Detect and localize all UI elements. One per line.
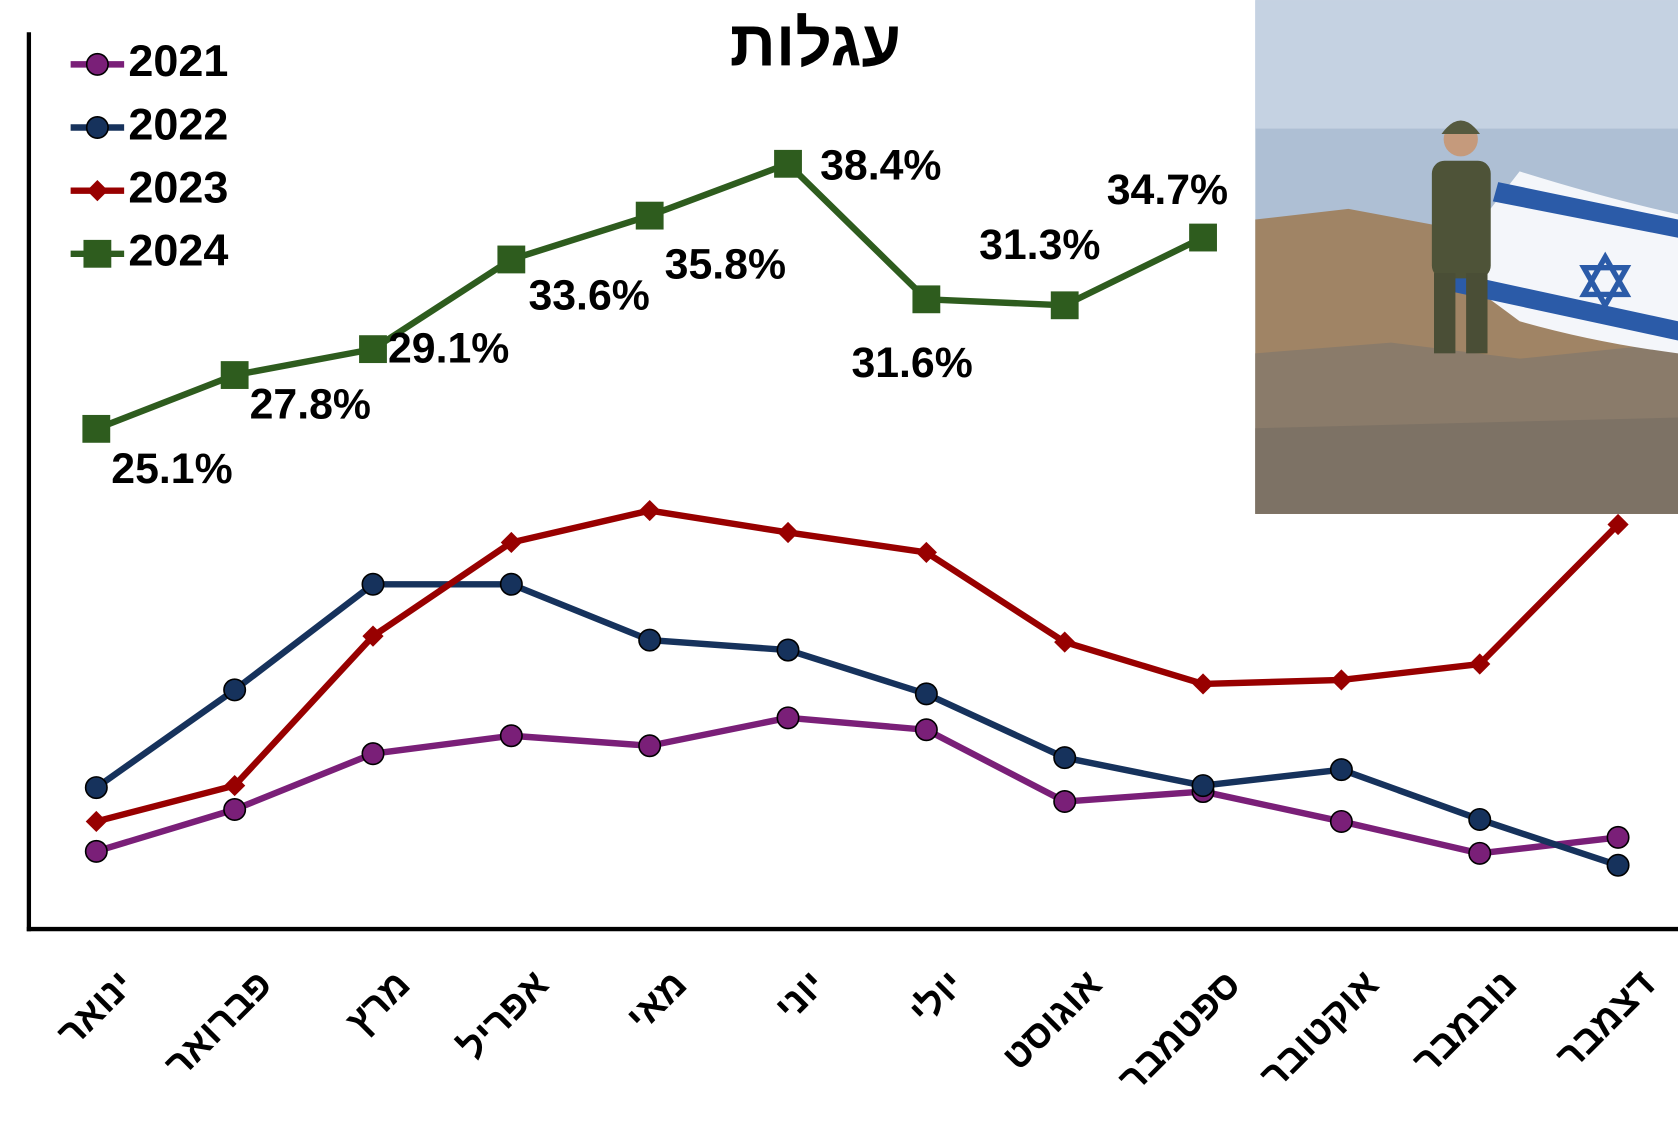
series-line <box>95 714 1619 857</box>
point <box>1469 653 1491 675</box>
point <box>638 734 662 758</box>
point <box>359 335 387 364</box>
data-label: 31.6% <box>851 339 972 387</box>
point <box>220 361 249 389</box>
point <box>223 797 247 821</box>
data-label: 35.8% <box>665 240 786 288</box>
data-label: 34.7% <box>1107 166 1228 214</box>
legend-label: 2023 <box>128 162 228 213</box>
point <box>777 521 799 544</box>
point <box>914 682 938 706</box>
x-tick-label: ספטמבר <box>1110 963 1249 1102</box>
point <box>1189 223 1217 252</box>
data-label: 38.4% <box>820 141 941 189</box>
point <box>1468 841 1492 865</box>
legend-marker <box>85 52 109 76</box>
point <box>497 245 526 274</box>
point <box>1053 790 1077 814</box>
x-tick-label: אוגוסט <box>994 963 1110 1079</box>
point <box>1192 673 1214 695</box>
legend-label: 2021 <box>128 35 228 86</box>
legend-marker <box>86 180 108 202</box>
x-tick-label: אפריל <box>451 963 557 1069</box>
point <box>85 810 107 833</box>
series-line <box>95 507 1621 825</box>
point <box>776 706 800 730</box>
point <box>1050 291 1079 320</box>
x-tick-label: ינואר <box>49 963 142 1056</box>
point <box>1329 809 1353 833</box>
point <box>1607 513 1629 536</box>
x-tick-label: מרץ <box>338 963 419 1044</box>
x-tick-label: יוני <box>767 963 834 1030</box>
point <box>1606 825 1630 849</box>
point <box>499 572 523 596</box>
chart-title: עגלות <box>730 7 901 79</box>
point <box>1468 807 1492 831</box>
point <box>635 201 664 230</box>
data-label: 33.6% <box>528 271 649 319</box>
legend-marker <box>85 116 109 140</box>
point <box>84 776 108 800</box>
legend-label: 2022 <box>128 98 228 149</box>
x-tick-label: נובמבר <box>1405 963 1526 1084</box>
photo <box>1255 0 1678 514</box>
point <box>1606 853 1630 877</box>
data-label: 25.1% <box>111 445 232 493</box>
legend-marker <box>83 239 112 268</box>
x-tick-label: יולי <box>901 963 972 1034</box>
x-tick-label: דצמבר <box>1548 963 1664 1079</box>
x-tick-label: מאי <box>618 963 695 1040</box>
point <box>639 499 661 522</box>
x-tick-label: פברואר <box>157 963 281 1087</box>
point <box>914 718 938 742</box>
point <box>1053 746 1077 770</box>
x-tick-label: אוקטובר <box>1252 963 1387 1098</box>
data-label: 27.8% <box>250 380 371 428</box>
point <box>638 628 662 652</box>
legend-label: 2024 <box>128 225 228 276</box>
point <box>1330 669 1352 691</box>
point <box>82 414 111 443</box>
series-line <box>94 581 1620 869</box>
data-label: 29.1% <box>388 325 509 373</box>
point <box>361 742 385 766</box>
point <box>84 839 108 863</box>
point <box>361 572 385 596</box>
point <box>776 638 800 662</box>
point <box>774 149 802 178</box>
point <box>223 678 247 702</box>
point <box>499 724 523 748</box>
data-label: 31.3% <box>979 221 1100 269</box>
point <box>912 285 941 314</box>
point <box>1191 774 1215 798</box>
point <box>1329 758 1353 782</box>
